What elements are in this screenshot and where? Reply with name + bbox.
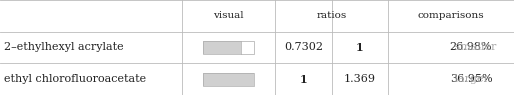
- Text: 0.7302: 0.7302: [284, 42, 323, 53]
- Text: visual: visual: [213, 11, 244, 20]
- Text: ratios: ratios: [317, 11, 346, 20]
- Text: 26.98%: 26.98%: [450, 42, 492, 53]
- Bar: [203, 41, 254, 54]
- Text: 1: 1: [356, 42, 363, 53]
- Text: 1.369: 1.369: [344, 74, 376, 84]
- Text: 36.95%: 36.95%: [450, 74, 492, 84]
- Text: ethyl chlorofluoroacetate: ethyl chlorofluoroacetate: [4, 74, 146, 84]
- Text: smaller: smaller: [451, 42, 497, 53]
- Bar: [241, 41, 254, 54]
- Text: 1: 1: [300, 74, 307, 85]
- Bar: [203, 72, 254, 86]
- Bar: [203, 72, 254, 86]
- Text: 2–ethylhexyl acrylate: 2–ethylhexyl acrylate: [4, 42, 124, 53]
- Text: larger: larger: [451, 74, 489, 84]
- Text: comparisons: comparisons: [418, 11, 484, 20]
- Bar: [203, 41, 241, 54]
